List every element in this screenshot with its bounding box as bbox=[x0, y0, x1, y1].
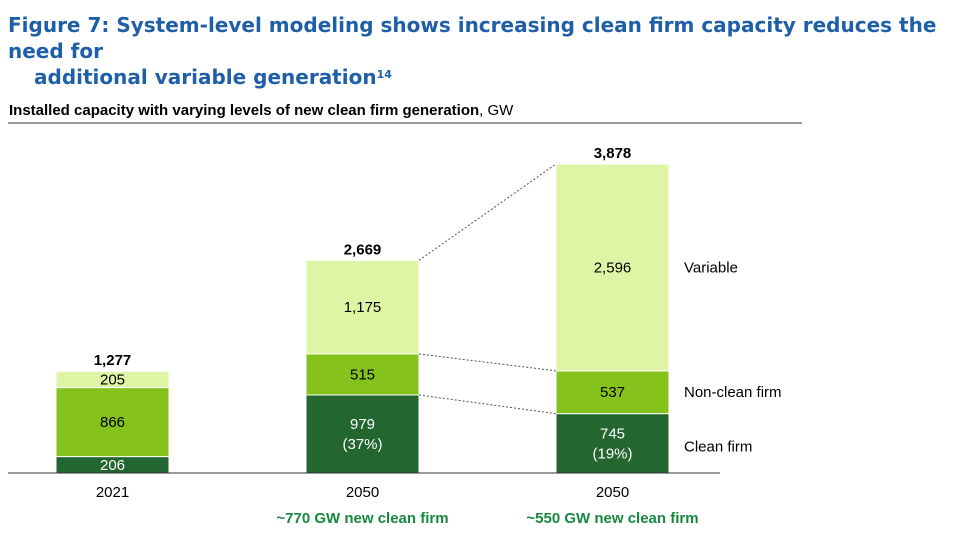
figure-title-line1: Figure 7: System-level modeling shows in… bbox=[8, 13, 937, 63]
bar-total-label: 2,669 bbox=[344, 241, 382, 258]
legend-label-variable: Variable bbox=[684, 259, 738, 276]
segment-label: (37%) bbox=[342, 436, 382, 453]
segment-label: 2,596 bbox=[594, 259, 632, 276]
bar-total-label: 3,878 bbox=[594, 145, 632, 162]
chart-title: Installed capacity with varying levels o… bbox=[9, 102, 480, 119]
category-label: 2021 bbox=[96, 484, 129, 501]
scenario-label: ~770 GW new clean firm bbox=[276, 510, 448, 527]
bar-total-label: 1,277 bbox=[94, 352, 132, 369]
bar-segment-non-clean-firm bbox=[555, 370, 670, 415]
segment-label: 515 bbox=[350, 366, 375, 383]
figure-title: Figure 7: System-level modeling shows in… bbox=[8, 12, 968, 90]
bar-segment-clean-firm bbox=[555, 413, 670, 474]
figure-title-line2-text: additional variable generation bbox=[34, 65, 377, 89]
bar-segment-variable bbox=[55, 370, 170, 389]
segment-label: 866 bbox=[100, 414, 125, 431]
segment-label: (19%) bbox=[592, 445, 632, 462]
chart-subtitle: Installed capacity with varying levels o… bbox=[9, 102, 514, 119]
bar-segment-clean-firm bbox=[305, 394, 420, 474]
segment-label: 206 bbox=[100, 457, 125, 474]
figure-title-line2: additional variable generation14 bbox=[8, 64, 968, 90]
segment-label: 537 bbox=[600, 384, 625, 401]
footnote-ref: 14 bbox=[376, 68, 392, 81]
chart-unit: GW bbox=[487, 102, 514, 119]
legend-label-clean-firm: Clean firm bbox=[684, 438, 752, 455]
segment-label: 979 bbox=[350, 416, 375, 433]
bar-segment-non-clean-firm bbox=[305, 353, 420, 396]
category-label: 2050 bbox=[596, 484, 629, 501]
bar-segment-variable bbox=[555, 163, 670, 372]
scenario-label: ~550 GW new clean firm bbox=[526, 510, 698, 527]
legend-label-non-clean-firm: Non-clean firm bbox=[684, 384, 782, 401]
connector-line bbox=[418, 394, 557, 415]
bar-segment-variable bbox=[305, 259, 420, 355]
bar-segment-non-clean-firm bbox=[55, 387, 170, 458]
connector-line bbox=[418, 163, 557, 261]
segment-label: 205 bbox=[100, 371, 125, 388]
segment-label: 745 bbox=[600, 425, 625, 442]
segment-label: 1,175 bbox=[344, 299, 382, 316]
category-label: 2050 bbox=[346, 484, 379, 501]
connector-line bbox=[418, 353, 557, 372]
